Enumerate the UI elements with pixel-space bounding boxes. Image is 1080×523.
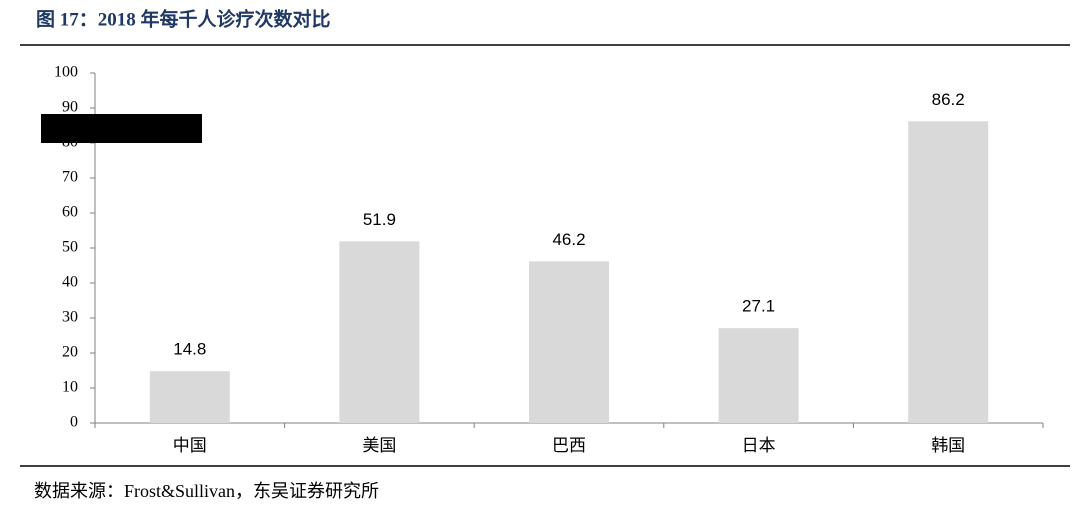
x-tick-label: 日本 — [742, 436, 776, 455]
x-tick-label: 韩国 — [931, 436, 965, 455]
y-tick-label: 90 — [62, 99, 78, 116]
y-tick-label: 50 — [62, 239, 78, 256]
bar — [149, 371, 230, 423]
bar — [339, 241, 420, 423]
y-tick-label: 70 — [62, 169, 78, 186]
x-tick-label: 中国 — [173, 436, 207, 455]
y-tick-label: 30 — [62, 309, 78, 326]
data-label: 86.2 — [932, 90, 965, 109]
plot: 0102030405060708090100中国14.8美国51.9巴西46.2… — [54, 64, 1044, 455]
redaction — [41, 114, 202, 143]
x-tick-label: 美国 — [362, 436, 396, 455]
y-tick-label: 40 — [62, 274, 78, 291]
bar — [718, 328, 799, 423]
y-tick-label: 10 — [62, 379, 78, 396]
data-label: 46.2 — [552, 230, 585, 249]
bar — [908, 121, 989, 424]
y-tick-label: 0 — [70, 414, 78, 431]
data-label: 14.8 — [173, 340, 206, 359]
chart-title: 图 17：2018 年每千人诊疗次数对比 — [36, 7, 331, 30]
x-tick-label: 巴西 — [552, 436, 586, 455]
data-label: 51.9 — [363, 210, 396, 229]
data-label: 27.1 — [742, 297, 775, 316]
source: 数据来源：Frost&Sullivan，东吴证券研究所 — [34, 481, 379, 501]
y-tick-label: 20 — [62, 344, 78, 361]
bar — [529, 261, 609, 423]
y-tick-label: 60 — [62, 204, 78, 221]
y-tick-label: 100 — [54, 64, 78, 81]
